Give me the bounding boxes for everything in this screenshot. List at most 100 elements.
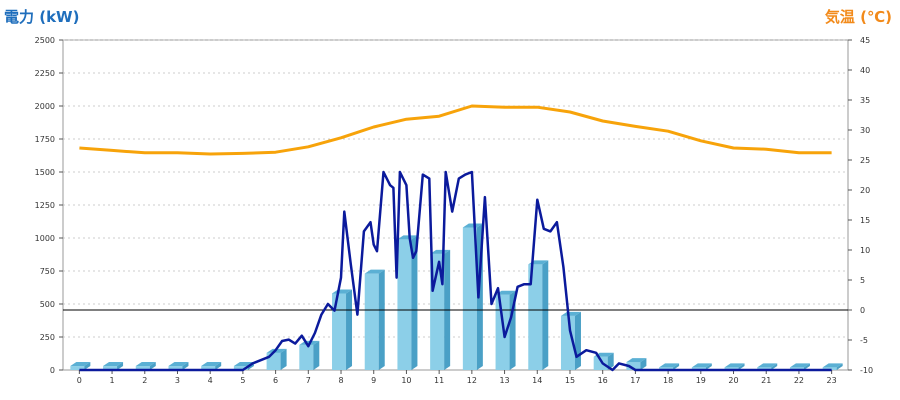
right-axis-title: 気温 (℃): [824, 8, 892, 26]
right-tick-label: -5: [860, 336, 868, 345]
power-bar-side: [84, 362, 91, 370]
power-bar-top: [135, 362, 156, 367]
right-tick-label: 45: [860, 36, 870, 45]
power-bar-face: [593, 356, 608, 370]
power-bar-top: [462, 223, 483, 228]
x-tick-label: 19: [696, 376, 706, 385]
power-bar-side: [705, 363, 712, 370]
power-bar-face: [332, 293, 347, 370]
power-bar-face: [299, 344, 314, 370]
power-bar-face: [560, 315, 575, 370]
power-bar-face: [495, 294, 510, 370]
power-bar: [168, 362, 189, 370]
left-axis-title: 電力 (kW): [4, 8, 80, 26]
right-tick-label: 0: [860, 306, 865, 315]
x-tick-label: 22: [794, 376, 804, 385]
power-bar-top: [495, 290, 516, 295]
x-tick-label: 3: [175, 376, 180, 385]
left-tick-label: 250: [40, 333, 55, 342]
power-bar: [495, 290, 516, 370]
power-bar-side: [509, 290, 516, 370]
right-tick-label: 10: [860, 246, 870, 255]
power-bar-face: [168, 366, 183, 370]
power-bar-face: [233, 366, 248, 370]
power-bar-face: [462, 227, 477, 370]
left-tick-label: 1000: [35, 234, 55, 243]
power-line: [79, 170, 832, 372]
power-bar: [299, 340, 320, 370]
temperature-line: [79, 104, 832, 156]
power-bar-top: [757, 363, 778, 368]
left-tick-label: 1750: [35, 135, 55, 144]
x-tick-label: 8: [338, 376, 343, 385]
left-tick-label: 1500: [35, 168, 55, 177]
power-bar: [332, 289, 353, 370]
power-bar: [789, 363, 810, 370]
power-bar-face: [528, 264, 543, 370]
x-tick-label: 17: [630, 376, 640, 385]
power-bar-top: [560, 311, 581, 316]
power-bar-side: [378, 269, 385, 370]
power-bar: [822, 363, 843, 370]
power-bar: [528, 260, 549, 370]
power-bar-side: [607, 352, 614, 370]
left-tick-label: 0: [50, 366, 55, 375]
x-tick-label: 13: [499, 376, 509, 385]
power-bar-side: [346, 289, 353, 370]
power-bar: [626, 358, 647, 370]
x-tick-label: 21: [761, 376, 771, 385]
power-bar: [757, 363, 778, 370]
x-tick-label: 7: [306, 376, 311, 385]
power-bar: [70, 362, 91, 370]
power-bar: [659, 363, 680, 370]
power-bar-top: [364, 269, 385, 274]
x-tick-label: 12: [467, 376, 477, 385]
right-tick-label: 40: [860, 66, 870, 75]
power-bar-side: [411, 235, 418, 370]
power-bar-top: [659, 363, 680, 368]
power-bar-side: [182, 362, 189, 370]
power-bar-face: [757, 367, 772, 370]
power-bar-side: [280, 348, 287, 370]
x-tick-label: 9: [371, 376, 376, 385]
right-tick-label: 5: [860, 276, 865, 285]
power-bar: [135, 362, 156, 370]
power-bar: [103, 362, 124, 370]
power-bar: [364, 269, 385, 370]
right-tick-label: 30: [860, 126, 870, 135]
power-bar-side: [771, 363, 778, 370]
power-bar-side: [215, 362, 222, 370]
x-tick-label: 23: [827, 376, 837, 385]
x-tick-label: 2: [142, 376, 147, 385]
x-tick-label: 11: [434, 376, 444, 385]
power-bar-face: [724, 367, 739, 370]
left-tick-label: 2000: [35, 102, 55, 111]
x-tick-label: 18: [663, 376, 673, 385]
plot-frame: [62, 39, 849, 371]
power-bar-top: [822, 363, 843, 368]
x-tick-label: 0: [77, 376, 82, 385]
power-bar-side: [149, 362, 156, 370]
power-bar-top: [724, 363, 745, 368]
power-bar-face: [70, 366, 85, 370]
power-bar-top: [103, 362, 124, 367]
x-tick-label: 16: [598, 376, 608, 385]
power-bar-top: [430, 249, 451, 254]
power-bar-face: [626, 362, 641, 370]
right-tick-label: 25: [860, 156, 870, 165]
power-bar-face: [691, 367, 706, 370]
x-tick-label: 6: [273, 376, 278, 385]
power-bar-side: [673, 363, 680, 370]
x-tick-label: 20: [728, 376, 738, 385]
left-tick-label: 750: [40, 267, 55, 276]
power-bar-face: [789, 367, 804, 370]
power-bar-face: [659, 367, 674, 370]
power-bar-side: [803, 363, 810, 370]
x-tick-label: 15: [565, 376, 575, 385]
power-bar-side: [313, 340, 320, 370]
left-tick-label: 1250: [35, 201, 55, 210]
x-tick-label: 1: [110, 376, 115, 385]
power-bar-side: [574, 311, 581, 370]
